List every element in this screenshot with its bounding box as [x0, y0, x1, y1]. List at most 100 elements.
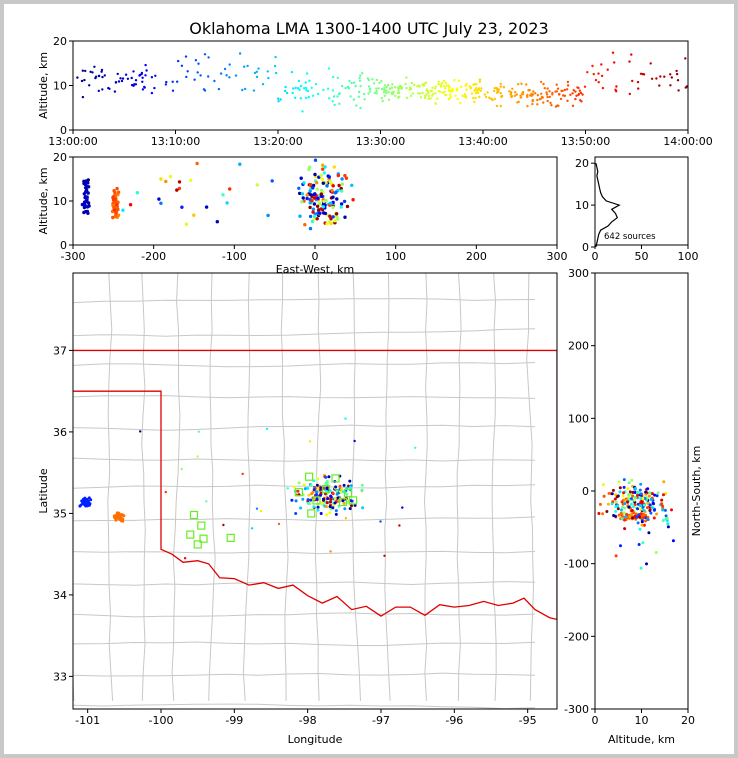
map-source-point: [255, 507, 259, 510]
time-altitude-point: [493, 86, 496, 90]
lma-station-marker: [321, 484, 331, 494]
map-source-point: [401, 506, 404, 509]
ns-altitude-point: [611, 500, 615, 504]
map-source-point: [315, 497, 319, 501]
map-source-point: [319, 491, 323, 495]
map-source-point: [294, 512, 298, 515]
time-altitude-point: [597, 81, 600, 84]
ew-altitude-point: [334, 190, 338, 194]
time-altitude-point: [171, 89, 175, 92]
map-source-point: [183, 557, 187, 560]
time-altitude-point: [305, 89, 308, 92]
map-source-point: [318, 494, 322, 497]
map-source-point: [334, 512, 338, 516]
time-altitude-point: [196, 71, 199, 74]
time-altitude-point: [586, 71, 589, 74]
ew-altitude-point: [83, 203, 87, 207]
ew-altitude-point: [116, 190, 121, 194]
time-altitude-point: [352, 98, 356, 101]
time-altitude-point: [536, 98, 539, 102]
ns-altitude-point: [638, 507, 642, 511]
time-altitude-point: [675, 69, 678, 73]
ew-altitude-point: [221, 193, 225, 197]
time-altitude-point: [538, 98, 542, 101]
ns-altitude-point: [602, 494, 606, 498]
time-altitude-point: [540, 95, 544, 99]
map-source-point: [115, 514, 119, 518]
time-altitude-point: [432, 92, 435, 96]
time-altitude-point: [186, 70, 189, 73]
time-altitude-point: [548, 90, 551, 93]
time-altitude-point: [445, 84, 448, 87]
time-altitude-point: [479, 89, 482, 92]
ew-altitude-point: [329, 201, 333, 205]
ns-altitude-point: [627, 495, 631, 499]
ns-altitude-point: [598, 502, 602, 506]
time-altitude-point: [436, 97, 439, 100]
time-altitude-point: [405, 86, 408, 90]
hist-x-tick-label: 50: [635, 250, 649, 263]
time-altitude-point: [89, 70, 92, 74]
time-altitude-point: [437, 82, 440, 86]
map-source-point: [342, 483, 346, 487]
time-x-tick-label: 13:40:00: [458, 135, 507, 148]
time-altitude-point: [180, 64, 184, 67]
map-source-point: [164, 490, 167, 494]
ew-altitude-point: [323, 165, 327, 169]
time-altitude-point: [473, 100, 476, 104]
ew-altitude-point: [340, 182, 345, 186]
time-altitude-point: [305, 96, 308, 100]
time-altitude-point: [332, 95, 336, 98]
time-altitude-point: [375, 87, 378, 90]
map-source-point: [331, 492, 335, 496]
ew-altitude-point: [311, 210, 315, 214]
lma-station-marker: [338, 497, 347, 507]
map-source-point: [353, 439, 356, 443]
time-altitude-point: [426, 90, 430, 93]
ns-altitude-point: [642, 523, 646, 527]
time-altitude-point: [359, 85, 362, 88]
ns-altitude-point: [641, 512, 645, 516]
ew-altitude-point: [329, 217, 333, 221]
time-altitude-point: [184, 55, 188, 58]
ew-altitude-point: [315, 181, 319, 185]
ew-altitude-point: [313, 196, 317, 200]
map-source-point: [360, 488, 364, 492]
time-altitude-point: [550, 104, 553, 107]
time-altitude-point: [344, 86, 347, 90]
time-altitude-point: [327, 67, 331, 70]
ew-altitude-point: [315, 204, 320, 208]
ew-altitude-point: [344, 176, 349, 180]
ns-altitude-point: [610, 492, 614, 496]
ew-altitude-point: [312, 217, 316, 221]
ns-altitude-point: [653, 493, 657, 497]
ns-altitude-point: [670, 508, 673, 512]
ns-altitude-point: [639, 496, 643, 500]
time-x-tick-label: 13:00:00: [48, 135, 97, 148]
ew-altitude-point: [308, 205, 312, 210]
time-altitude-point: [372, 82, 376, 85]
map-source-point: [329, 497, 333, 501]
ns-altitude-point: [638, 488, 642, 492]
ns-altitude-point: [642, 503, 646, 507]
lma-station-marker: [343, 488, 353, 498]
time-altitude-point: [532, 90, 535, 93]
lma-station-marker: [197, 521, 206, 530]
map-source-point: [205, 500, 208, 503]
time-altitude-point: [577, 86, 580, 90]
ew-altitude-point: [184, 222, 189, 226]
county-line: [73, 424, 536, 431]
time-altitude-point: [628, 60, 631, 63]
ns-altitude-point: [661, 504, 664, 508]
time-altitude-point: [88, 84, 91, 87]
ns-altitude-point: [662, 493, 665, 497]
ew-altitude-point: [86, 191, 90, 195]
time-altitude-point: [255, 70, 259, 74]
time-altitude-frame: [72, 40, 689, 131]
map-source-point: [277, 522, 281, 526]
time-altitude-point: [228, 63, 231, 66]
map-source-point: [353, 503, 357, 507]
county-line: [73, 328, 536, 337]
ew-altitude-point: [159, 201, 163, 205]
time-altitude-point: [555, 83, 558, 86]
